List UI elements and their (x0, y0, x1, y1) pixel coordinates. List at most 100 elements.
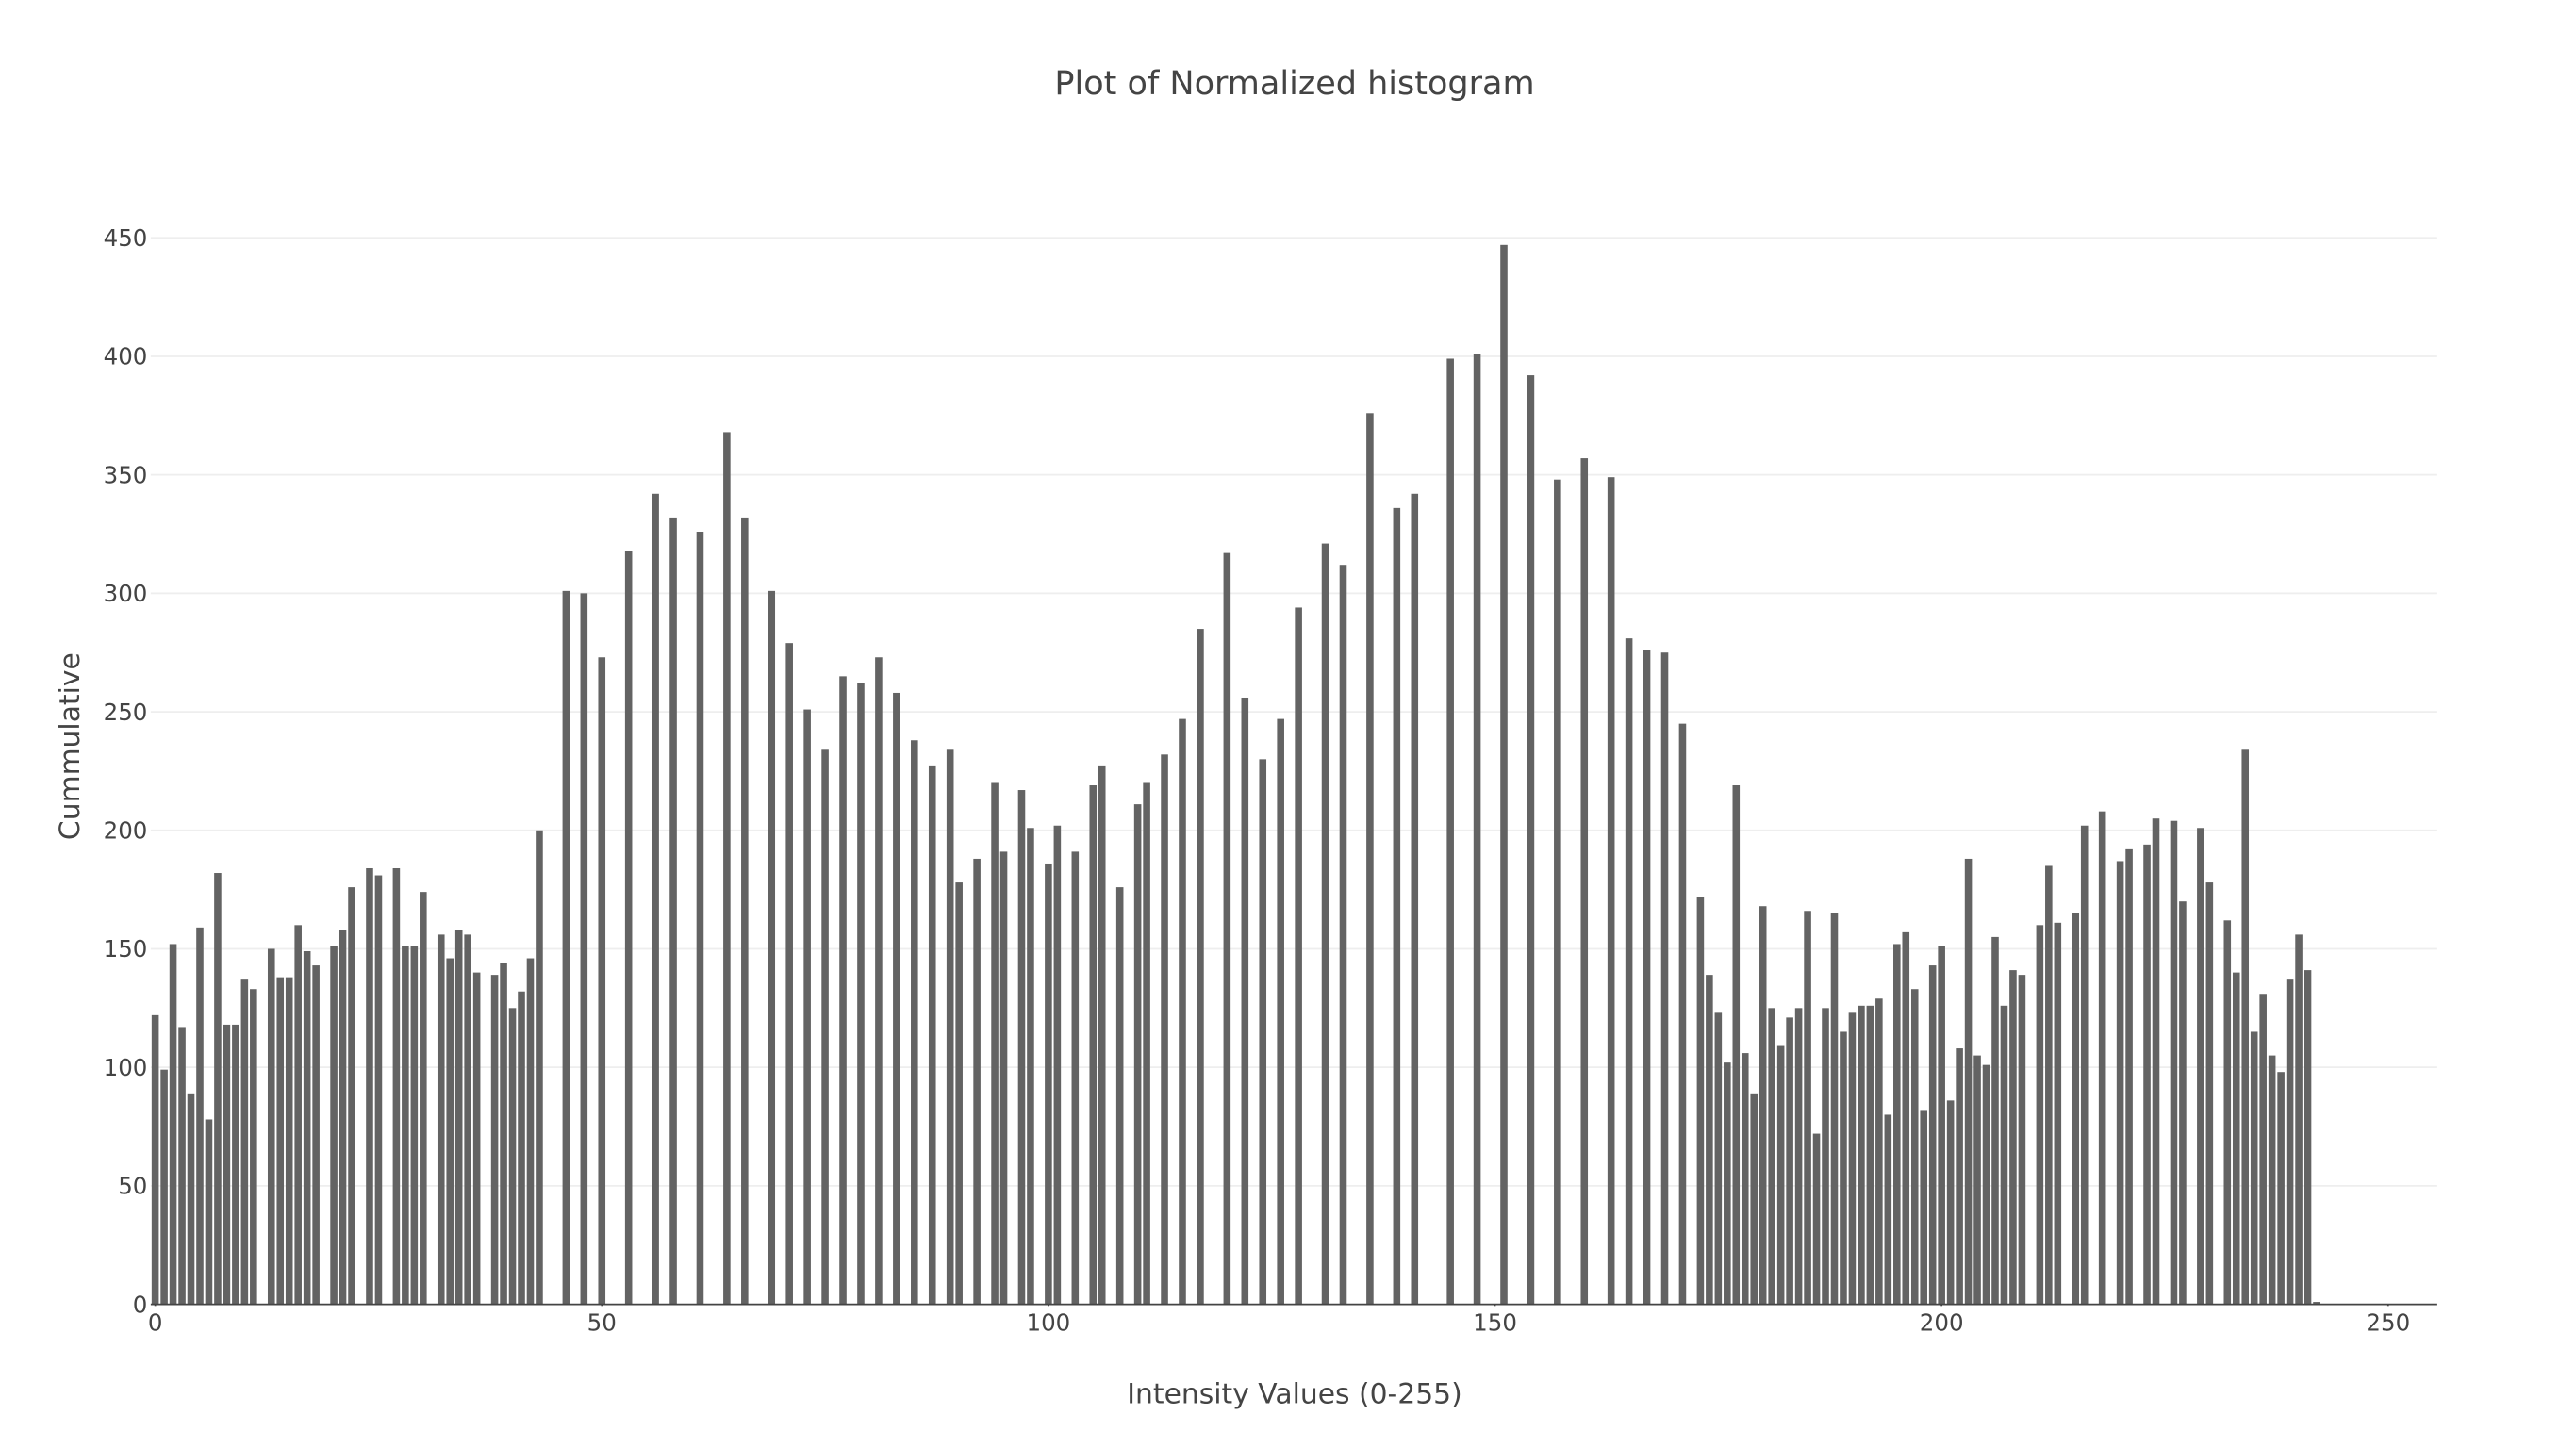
bar (1991, 936, 1999, 1305)
bar (1696, 897, 1705, 1305)
bar (1554, 479, 1561, 1305)
bar (1660, 652, 1669, 1305)
bar (2259, 994, 2267, 1305)
bar (1259, 759, 1267, 1305)
bar (2295, 934, 2303, 1305)
bar (2304, 970, 2312, 1305)
bar (169, 944, 177, 1305)
bar (160, 1069, 168, 1305)
bar (1848, 1012, 1857, 1305)
bar (294, 925, 302, 1305)
bar (1759, 906, 1767, 1305)
bar (1822, 1008, 1829, 1305)
bar (2080, 825, 2089, 1305)
bar (196, 927, 204, 1305)
chart-title: Plot of Normalized histogram (1054, 64, 1534, 103)
bar (1607, 477, 1615, 1305)
x-tick-label: 100 (1027, 1309, 1071, 1337)
bar (875, 657, 883, 1305)
bar (366, 867, 373, 1305)
bar (410, 946, 419, 1305)
bar (1643, 650, 1651, 1305)
bar (1277, 718, 1284, 1305)
bar (518, 991, 525, 1305)
bar (1786, 1017, 1793, 1305)
bar (1910, 989, 1919, 1305)
bar (2098, 811, 2106, 1305)
bar (1161, 754, 1168, 1305)
x-tick-label: 0 (148, 1309, 163, 1337)
bar (2116, 861, 2124, 1305)
bar (1393, 507, 1401, 1305)
bar (2009, 970, 2017, 1305)
bar (1045, 863, 1052, 1305)
bar (402, 946, 409, 1305)
axes: 0 50 100 150 200 250 300 350 400 450 0 50 100 150 200 2… (104, 224, 2437, 1337)
y-tick-label: 100 (104, 1054, 148, 1081)
bar (446, 958, 454, 1305)
bar (2054, 922, 2062, 1305)
bar (1223, 552, 1231, 1305)
bar (232, 1024, 239, 1305)
bar (1714, 1012, 1723, 1305)
bar (2143, 844, 2151, 1305)
bar (785, 643, 793, 1305)
bar (1017, 790, 1026, 1305)
bar (526, 958, 535, 1305)
bar (250, 989, 257, 1305)
y-tick-label: 300 (104, 580, 148, 607)
bar (1893, 944, 1901, 1305)
bar (973, 858, 981, 1305)
x-tick-label: 150 (1473, 1309, 1517, 1337)
bar (500, 963, 507, 1305)
bar (624, 551, 633, 1305)
bar (1527, 375, 1535, 1305)
bar (2277, 1072, 2285, 1305)
bar (392, 867, 401, 1305)
bar (991, 782, 999, 1305)
bar (2197, 828, 2204, 1305)
bar (928, 765, 936, 1305)
bar (1946, 1100, 1955, 1305)
bar (1053, 825, 1062, 1305)
bar (1115, 887, 1124, 1305)
bar (437, 934, 445, 1305)
bar (1750, 1093, 1759, 1305)
bar (276, 977, 285, 1305)
bar (214, 873, 222, 1305)
bar (1732, 785, 1741, 1305)
bar (1964, 858, 1973, 1305)
bar (1706, 975, 1713, 1305)
bar (312, 965, 320, 1305)
y-tick-label: 250 (104, 699, 148, 726)
bar (1241, 697, 1249, 1305)
bar (1938, 946, 1945, 1305)
bar (1098, 765, 1106, 1305)
bar (223, 1024, 231, 1305)
bar (151, 1014, 159, 1305)
bars (151, 244, 2320, 1305)
bar (768, 590, 776, 1305)
bar (1956, 1048, 1963, 1305)
bar (1884, 1114, 1892, 1305)
bar (1366, 413, 1374, 1305)
bar (1928, 965, 1937, 1305)
bar (2072, 913, 2080, 1305)
y-tick-label: 50 (118, 1173, 147, 1200)
bar (490, 975, 499, 1305)
bar (2170, 820, 2178, 1305)
bar (1902, 931, 1910, 1305)
bar (454, 930, 463, 1305)
bar (821, 749, 829, 1305)
bar (1794, 1008, 1803, 1305)
x-tick-label: 200 (1920, 1309, 1964, 1337)
bar (1321, 543, 1329, 1305)
bar (1027, 828, 1034, 1305)
bar (472, 972, 481, 1305)
bar (1473, 354, 1481, 1305)
bar (187, 1093, 195, 1305)
bar (2286, 979, 2294, 1305)
bar (464, 934, 471, 1305)
bar (2152, 818, 2160, 1305)
